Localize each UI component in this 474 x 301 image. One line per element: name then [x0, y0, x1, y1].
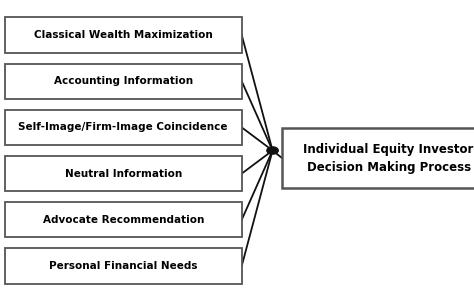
Text: Personal Financial Needs: Personal Financial Needs: [49, 261, 198, 271]
Bar: [5, 156, 242, 191]
Text: Individual Equity Investor
Decision Making Process: Individual Equity Investor Decision Maki…: [303, 143, 474, 173]
Bar: [5, 202, 242, 237]
Text: Neutral Information: Neutral Information: [64, 169, 182, 178]
Bar: [5, 110, 242, 145]
Bar: [5, 17, 242, 53]
Bar: [282, 128, 474, 188]
Text: Self-Image/Firm-Image Coincidence: Self-Image/Firm-Image Coincidence: [18, 123, 228, 132]
Text: Classical Wealth Maximization: Classical Wealth Maximization: [34, 30, 213, 40]
Bar: [5, 248, 242, 284]
Text: Accounting Information: Accounting Information: [54, 76, 193, 86]
Bar: [5, 64, 242, 99]
Circle shape: [267, 147, 278, 154]
Text: Advocate Recommendation: Advocate Recommendation: [43, 215, 204, 225]
